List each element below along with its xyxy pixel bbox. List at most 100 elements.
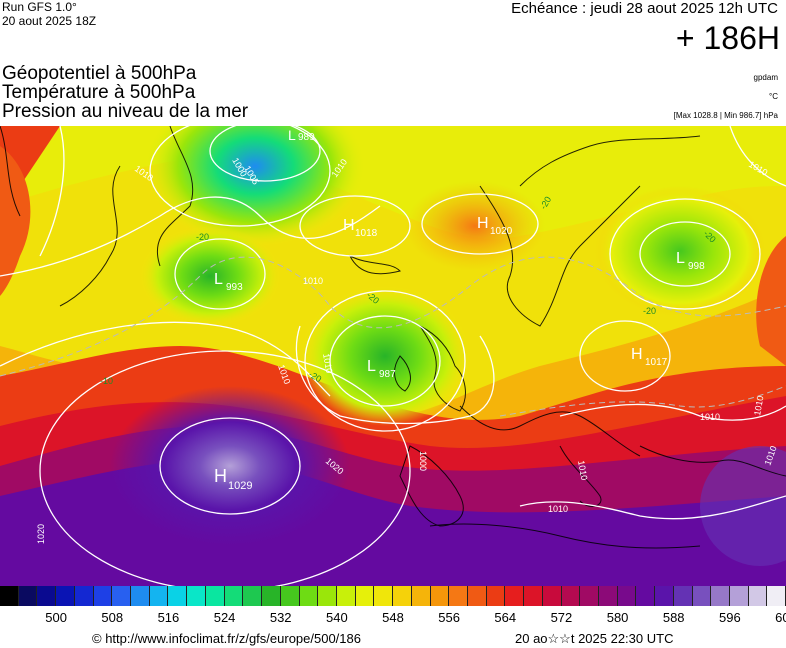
color-scale-swatch <box>467 586 487 606</box>
center-value: 1018 <box>355 228 378 239</box>
isobar-label: 1010 <box>752 395 765 416</box>
color-scale-swatch <box>149 586 169 606</box>
isobar-label: 1010 <box>548 504 568 514</box>
weather-map: L 989 H 1018 H 1020 L 998 L 993 L 987 H … <box>0 126 786 586</box>
color-scale-label: 540 <box>325 610 348 625</box>
isotherm-label: -20 <box>643 306 656 316</box>
color-scale-swatch <box>430 586 450 606</box>
color-scale-swatch <box>336 586 356 606</box>
color-scale-swatch <box>299 586 319 606</box>
color-scale-swatch <box>411 586 431 606</box>
color-scale-swatch <box>355 586 375 606</box>
center-letter: H <box>477 215 489 232</box>
color-scale-swatch <box>93 586 113 606</box>
color-scale-swatch <box>0 586 19 606</box>
isobar-label: 1010 <box>576 460 589 481</box>
center-value: 987 <box>379 369 396 380</box>
coastlines <box>0 126 786 549</box>
color-scale-swatch <box>318 586 337 606</box>
isobar-label: 1010 <box>700 412 720 422</box>
color-scale-label: 572 <box>550 610 573 625</box>
center-value: 1020 <box>490 226 513 237</box>
center-letter: L <box>676 250 685 267</box>
pressure-range: [Max 1028.8 | Min 986.7] hPa <box>673 111 778 120</box>
color-scale-swatch <box>37 586 57 606</box>
isobars <box>0 126 786 586</box>
isobar-label: 1020 <box>36 524 46 544</box>
color-scale-swatch <box>767 586 786 606</box>
isobar-label: 1000 <box>418 451 428 471</box>
color-scale-label: 524 <box>213 610 236 625</box>
color-scale-swatch <box>74 586 94 606</box>
center-letter: L <box>288 127 296 143</box>
forecast-valid-time: Echéance : jeudi 28 aout 2025 12h UTC <box>511 0 778 17</box>
center-letter: H <box>214 466 227 486</box>
color-scale-swatch <box>56 586 75 606</box>
color-scale-swatch <box>561 586 581 606</box>
map-titles: Géopotentiel à 500hPa Température à 500h… <box>2 64 248 121</box>
isotherms <box>0 256 786 417</box>
color-scale-swatch <box>187 586 206 606</box>
center-value: 989 <box>298 132 315 143</box>
color-scale-swatch <box>112 586 132 606</box>
units-legend: gpdam °C [Max 1028.8 | Min 986.7] hPa <box>674 72 778 129</box>
color-scale-bar <box>0 586 786 606</box>
color-scale-swatch <box>449 586 468 606</box>
color-scale-swatch <box>580 586 599 606</box>
color-scale-label: 556 <box>438 610 460 625</box>
title-geopotential: Géopotentiel à 500hPa <box>2 63 197 84</box>
color-scale-label: 580 <box>606 610 629 625</box>
title-pressure: Pression au niveau de la mer <box>2 101 249 122</box>
color-scale-label: 500 <box>45 610 67 625</box>
color-scale-swatch <box>505 586 525 606</box>
color-scale-label: 604 <box>775 610 786 625</box>
color-scale-swatch <box>524 586 543 606</box>
center-letter: L <box>367 358 376 375</box>
unit-gpdam: gpdam <box>753 73 778 82</box>
run-date: 20 aout 2025 18Z <box>2 14 97 28</box>
color-scale-swatch <box>280 586 300 606</box>
center-value: 1029 <box>228 480 252 492</box>
color-scale-swatch <box>486 586 506 606</box>
color-scale-swatch <box>224 586 244 606</box>
map-svg: L 989 H 1018 H 1020 L 998 L 993 L 987 H … <box>0 126 786 586</box>
color-scale-label: 564 <box>494 610 517 625</box>
pressure-centers: L 989 H 1018 H 1020 L 998 L 993 L 987 H … <box>214 127 705 492</box>
color-scale-swatch <box>243 586 263 606</box>
color-scale-swatch <box>655 586 674 606</box>
isobar-label: 1010 <box>321 353 334 374</box>
color-scale-labels: 500 508 516 524 532 540 548 556 564 572 580 588 596 6… <box>0 610 786 628</box>
color-scale-swatch <box>599 586 618 606</box>
center-letter: H <box>631 346 643 363</box>
color-scale-swatch <box>730 586 749 606</box>
center-letter: L <box>214 271 223 288</box>
color-scale-swatch <box>673 586 693 606</box>
color-scale-swatch <box>636 586 656 606</box>
color-scale-swatch <box>711 586 731 606</box>
isotherm-label: -10 <box>100 376 113 386</box>
color-scale-swatch <box>18 586 38 606</box>
color-scale-swatch <box>393 586 412 606</box>
title-temperature: Température à 500hPa <box>2 82 196 103</box>
source-url: © http://www.infoclimat.fr/z/gfs/europe/… <box>92 631 361 646</box>
run-model: Run GFS 1.0° <box>2 0 77 14</box>
color-scale-swatch <box>748 586 768 606</box>
color-scale-swatch <box>617 586 637 606</box>
run-info: Run GFS 1.0° 20 aout 2025 18Z <box>2 0 96 28</box>
color-scale-label: 588 <box>662 610 685 625</box>
color-scale-label: 516 <box>157 610 180 625</box>
color-scale-swatch <box>168 586 188 606</box>
color-scale-label: 548 <box>382 610 404 625</box>
lead-time: + 186H <box>675 20 780 56</box>
isotherm-label: -20 <box>196 232 209 242</box>
color-scale-swatch <box>692 586 712 606</box>
center-value: 993 <box>226 282 243 293</box>
isobar-label: 1010 <box>303 276 323 286</box>
center-letter: H <box>343 217 355 234</box>
unit-celsius: °C <box>769 92 778 101</box>
color-scale-swatch <box>205 586 225 606</box>
color-scale-label: 508 <box>101 610 124 625</box>
color-scale-label: 532 <box>269 610 292 625</box>
color-scale-swatch <box>542 586 562 606</box>
color-scale-label: 596 <box>718 610 741 625</box>
